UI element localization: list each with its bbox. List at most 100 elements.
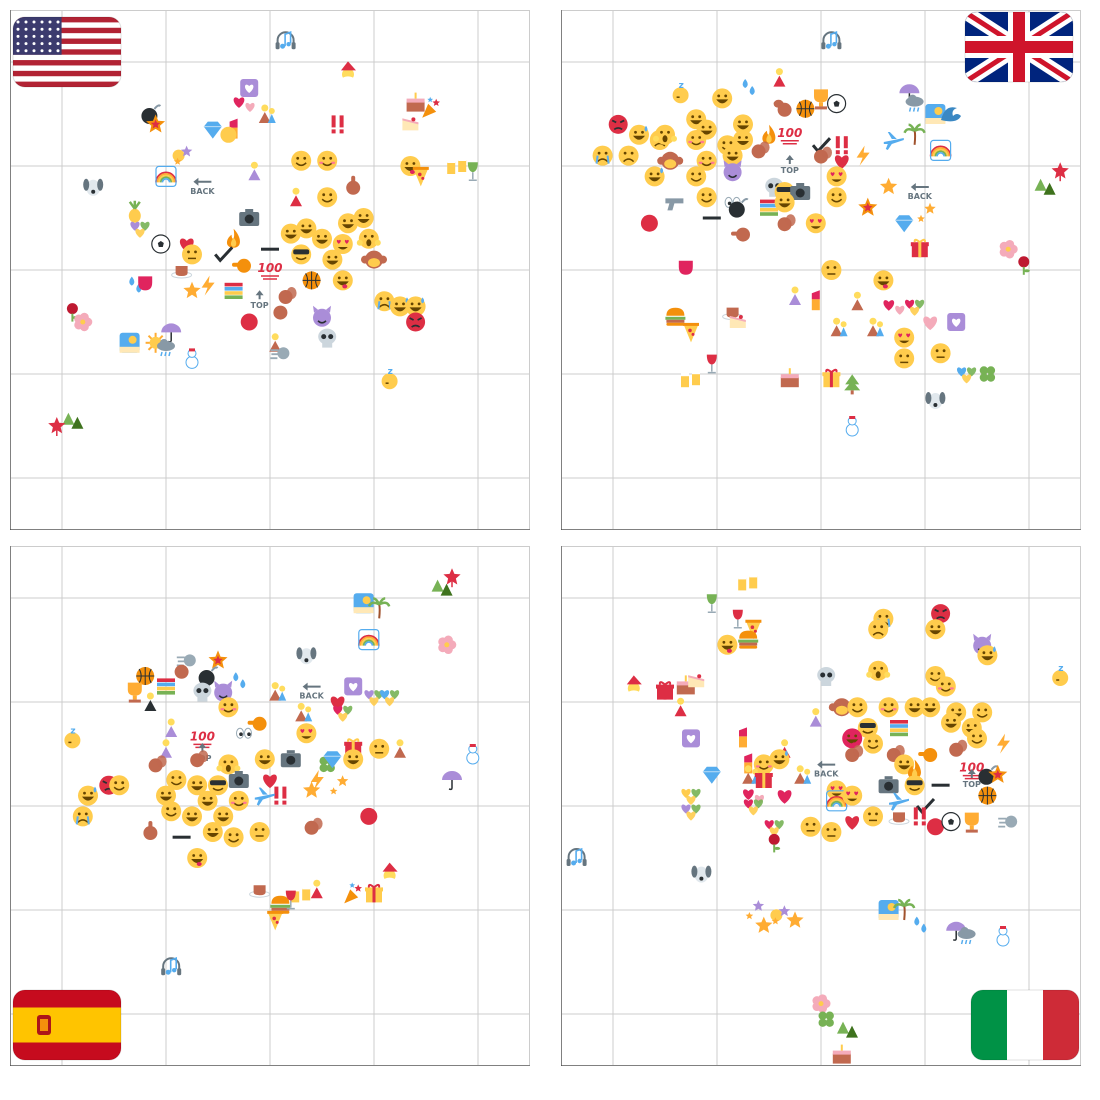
face-sad-icon [868,619,889,640]
face-kiss-icon [821,260,842,280]
snowman-icon [996,926,1010,947]
minus-icon [931,783,950,787]
face-grin-icon [197,790,218,811]
headphones-music-icon [275,31,296,50]
svg-text:100: 100 [777,126,802,140]
soccer-icon [151,234,171,254]
face-blush-icon [317,150,338,171]
soccer-icon [941,812,961,832]
face-scream-icon [216,754,241,775]
cloud-rain-icon [157,339,175,357]
cloud-rain-icon [905,94,924,112]
basketball-icon [136,667,155,685]
cocoa-icon [171,266,193,279]
face-grin-icon [353,208,374,228]
face-yum-icon [717,634,738,655]
face-sad-icon [618,145,639,166]
palm-icon [893,898,916,921]
face-scream-icon [356,228,381,249]
books-icon [890,720,908,737]
dog-icon [925,392,946,409]
gridlines [10,10,530,530]
burger-icon [665,307,686,326]
face-yum-icon [187,848,208,868]
face-heart-eyes-icon [332,234,353,254]
emoji-points: z BACK 100 TOP [566,574,1069,1064]
devil-icon [214,680,233,702]
face-sweat-icon [644,166,665,187]
face-sunglasses-icon [857,718,878,738]
double-exclamation-icon [274,786,287,805]
back-arrow-label: BACK [299,692,324,701]
muscle-icon [773,99,792,117]
back-arrow-icon: BACK [299,682,325,701]
snowman-icon [845,416,859,437]
face-smile-icon [826,187,847,208]
face-scream-icon [866,660,891,681]
beers-icon [447,158,467,174]
hearts-multi-icon [764,820,784,837]
cake-icon [832,1044,851,1064]
umbrella-icon [161,323,182,343]
devil-icon [723,160,742,182]
wine-icon [285,890,296,910]
bomb-icon [728,198,749,218]
couple-hearts-icon [233,97,255,112]
face-grin-icon [774,192,795,213]
face-sweat-icon [78,785,98,806]
face-smile-icon [863,733,883,754]
beers-icon [681,371,700,388]
top-arrow-label: TOP [781,166,799,175]
face-smile-icon [696,187,717,208]
woman-dancing-icon [809,708,822,727]
sparkles-icon [329,775,349,795]
face-blush-icon [218,697,239,718]
face-heart-eyes-icon [296,723,317,744]
minus-icon [172,835,191,839]
star-icon [786,911,804,928]
trophy-icon [814,89,828,110]
face-grin-icon [925,619,946,640]
back-arrow-label: BACK [908,192,933,201]
clover-icon [979,366,996,382]
face-heart-eyes-icon [826,166,847,187]
svg-text:z: z [70,726,75,736]
camera-icon [878,776,899,794]
beach-icon [119,332,140,353]
scatter-plot: BACKz100TOP [4,545,531,1072]
svg-text:z: z [388,367,393,377]
face-grin-icon [920,697,941,718]
lipstick-icon [811,290,820,311]
face-grin-icon [296,218,317,239]
pizza-icon [683,322,699,343]
camera-icon [239,209,260,226]
gift-icon [365,883,383,903]
wine-icon [706,594,717,613]
dash-icon [270,347,290,360]
beers-icon [738,574,758,591]
face-tongue-icon [842,728,863,749]
top-arrow-icon: TOP [251,290,269,310]
face-sweat-icon [769,749,790,770]
face-grin-icon [722,145,743,166]
gun-icon [665,198,684,211]
face-grin-icon [941,712,961,733]
palm-icon [368,597,391,619]
diamond-icon [895,215,914,233]
pizza-icon [267,910,284,931]
hearts-multi-icon [681,788,701,805]
face-blush-icon [686,130,707,150]
dog-icon [296,647,317,665]
hearts-multi-icon [130,221,150,238]
woman-dancing-icon [851,291,864,311]
face-smirk-icon [800,816,821,837]
tongue-icon [138,276,153,291]
skull-icon [817,667,836,686]
santa-icon [382,862,398,884]
devil-icon [313,305,331,327]
point-left-icon [918,748,938,762]
cake-slice-icon [729,315,746,328]
face-smirk-icon [930,343,951,364]
wine-icon [706,354,717,374]
face-sweat-icon [629,124,649,145]
